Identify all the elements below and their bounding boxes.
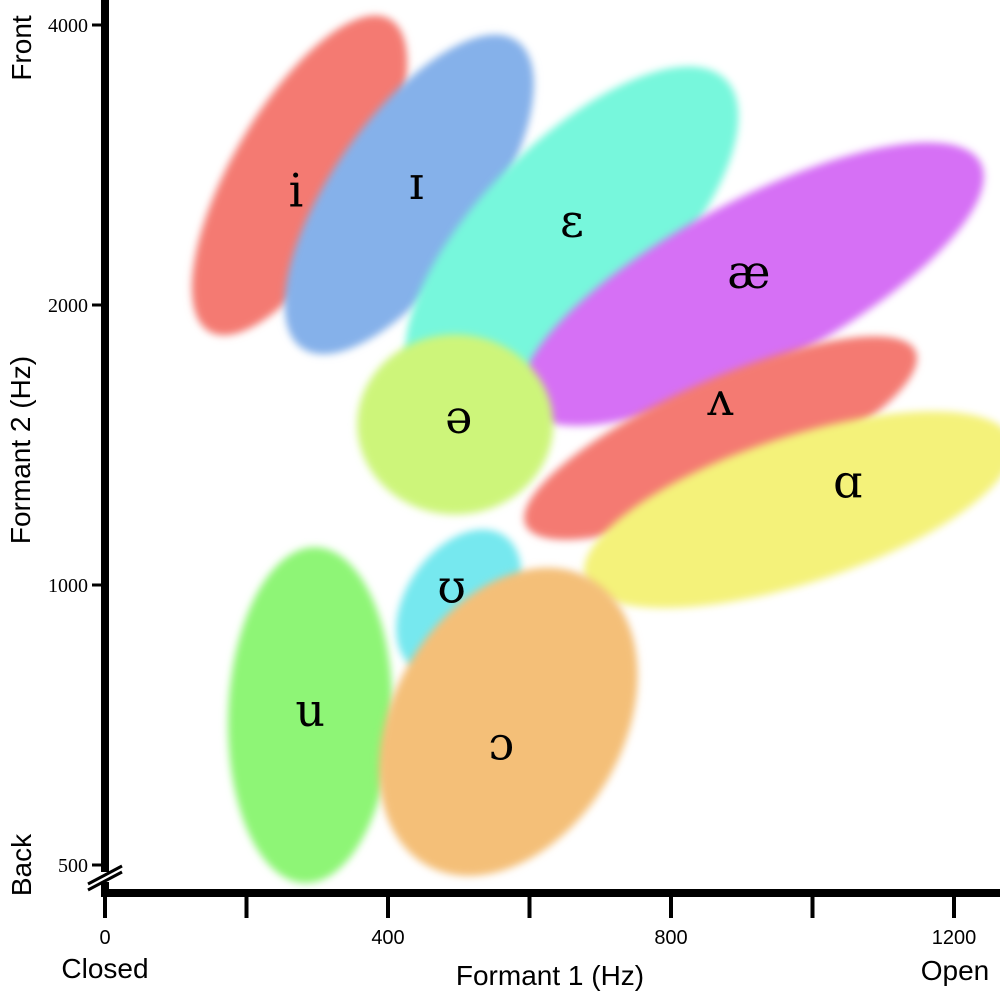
vowel-regions [191, 15, 1000, 884]
vowel-label-script-a: ɑ [833, 454, 862, 508]
y-axis-break [87, 864, 123, 892]
y-axis-front-label: Front [6, 15, 37, 81]
x-axis-open-label: Open [921, 955, 990, 986]
x-axis-closed-label: Closed [61, 953, 148, 984]
x-axis-title: Formant 1 (Hz) [456, 960, 644, 991]
y-axis-title: Formant 2 (Hz) [5, 356, 36, 544]
vowel-region-epsilon [405, 66, 739, 400]
vowel-region-turned-v [524, 336, 917, 540]
y-axis-back-label: Back [6, 833, 37, 896]
y-axis-ticks: 500 1000 2000 4000 [48, 15, 105, 877]
vowel-label-upsilon: ʊ [437, 560, 466, 614]
vowel-region-ae [520, 142, 984, 426]
vowel-label-small-cap-i: ɪ [409, 156, 424, 210]
vowel-region-schwa [357, 334, 554, 515]
vowel-region-u [228, 547, 393, 884]
vowel-region-small-cap-i [284, 34, 534, 355]
y-tick-label: 500 [58, 855, 88, 877]
x-tick-label: 0 [99, 927, 110, 949]
vowel-label-epsilon: ɛ [560, 194, 584, 248]
x-tick-label: 400 [371, 927, 404, 949]
vowel-label-ae: æ [727, 245, 770, 299]
vowel-label-open-o: ɔ [488, 716, 514, 770]
y-tick-label: 4000 [48, 15, 88, 37]
vowel-label-schwa: ə [445, 390, 472, 444]
vowel-labels: i ɪ ɛ æ ʌ ɑ ə ʊ u ɔ [289, 156, 863, 771]
vowel-label-u: u [295, 683, 325, 737]
x-tick-label: 1200 [932, 927, 977, 949]
x-tick-label: 800 [654, 927, 687, 949]
vowel-label-turned-v: ʌ [707, 372, 734, 426]
vowel-label-i: i [289, 163, 304, 217]
vowel-region-script-a [583, 411, 1000, 608]
y-tick-label: 1000 [48, 575, 88, 597]
x-axis-ticks: 0 400 800 1200 [99, 893, 976, 949]
vowel-region-open-o [378, 567, 638, 876]
y-tick-label: 2000 [48, 295, 88, 317]
vowel-region-i [191, 15, 408, 336]
